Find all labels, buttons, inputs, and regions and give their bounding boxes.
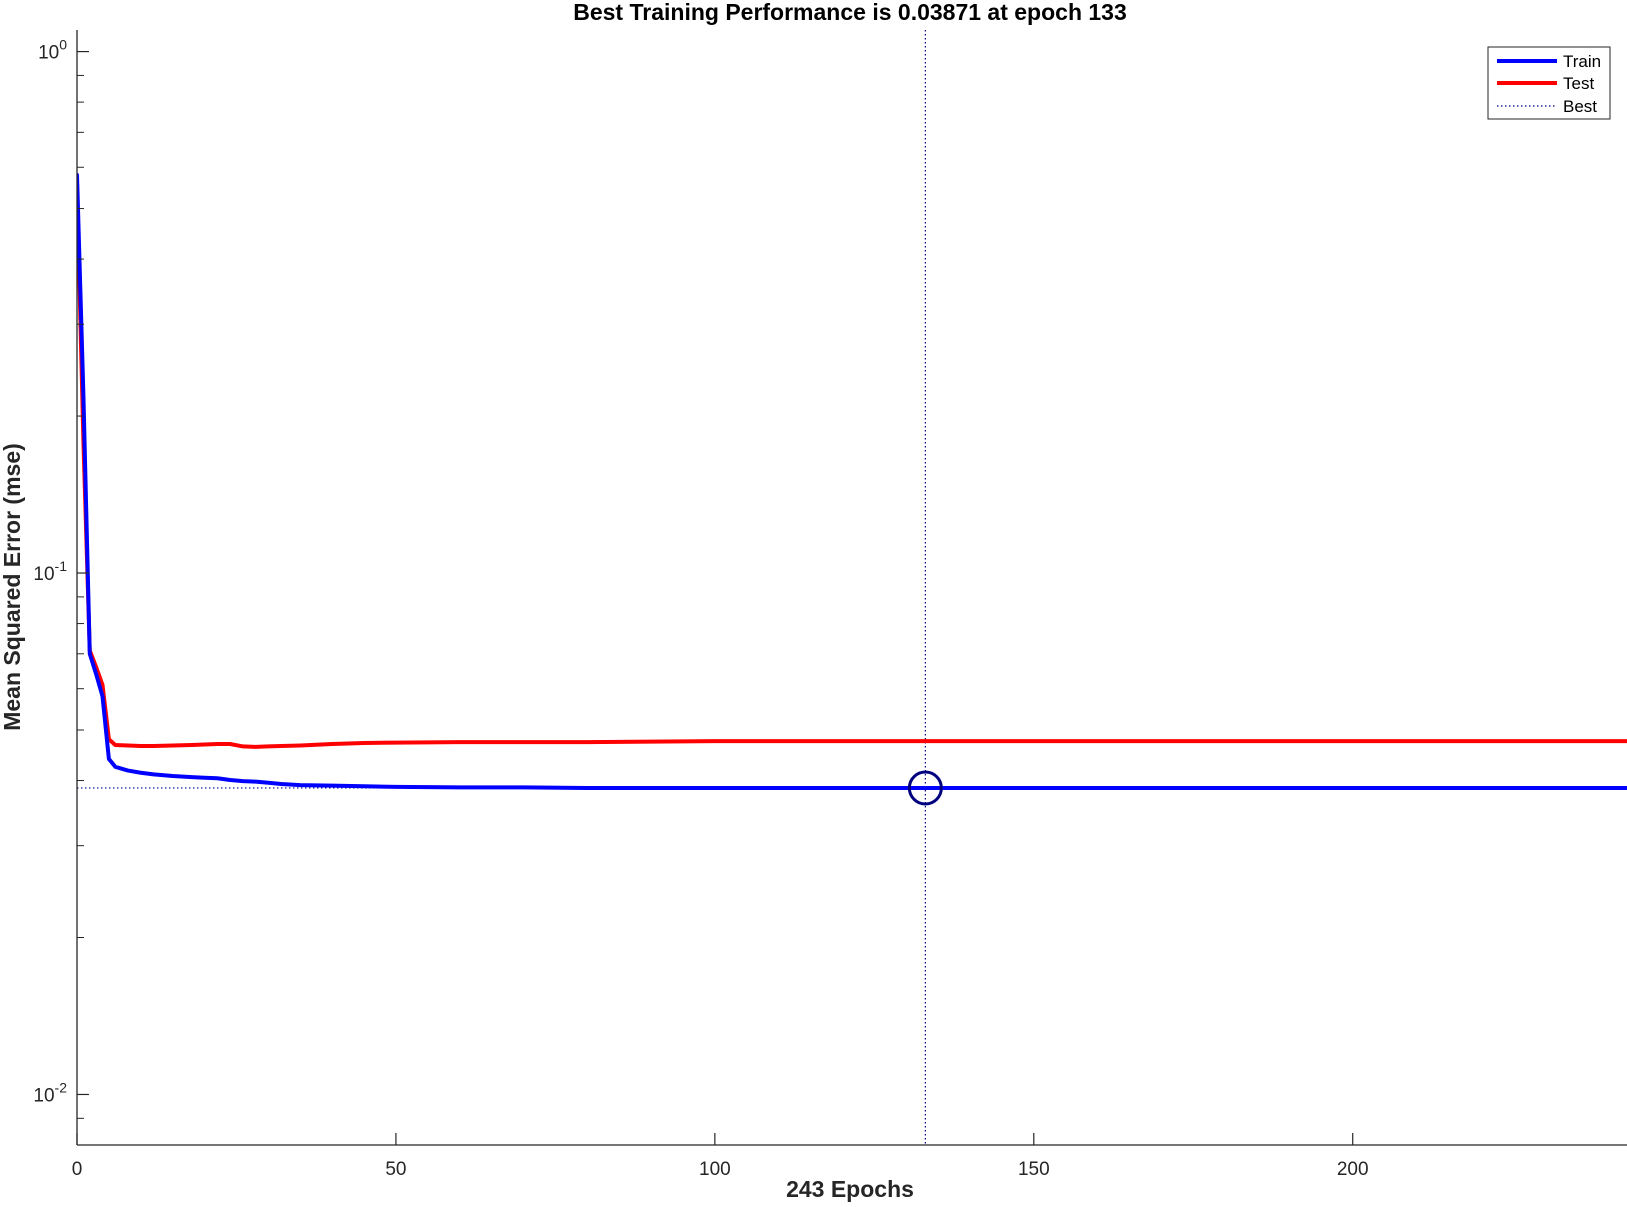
x-axis-title: 243 Epochs (786, 1176, 914, 1202)
x-ticks: 0 50 100 150 200 (72, 1133, 1369, 1180)
y-axis-title: Mean Squared Error (mse) (0, 443, 25, 731)
legend-label-best: Best (1563, 97, 1597, 116)
series-layer (77, 172, 1627, 791)
x-tick-label: 150 (1018, 1159, 1050, 1180)
x-tick-label: 0 (72, 1159, 83, 1180)
best-point-marker (907, 770, 943, 806)
x-tick-label: 50 (385, 1159, 406, 1180)
legend-label-train: Train (1563, 52, 1601, 71)
best-marker-lines (77, 30, 1627, 1145)
axes (76, 30, 1627, 1146)
x-tick-label: 100 (699, 1159, 731, 1180)
series-line-test (77, 180, 1627, 749)
y-tick-label: 10-1 (33, 558, 67, 585)
legend: Train Test Best (1487, 46, 1611, 120)
legend-label-test: Test (1563, 74, 1594, 93)
y-tick-label: 100 (38, 37, 67, 64)
best-point-layer (907, 770, 943, 806)
y-ticks: 100 10-1 10-2 (33, 37, 89, 1146)
x-tick-label: 200 (1337, 1159, 1369, 1180)
chart-title: Best Training Performance is 0.03871 at … (573, 0, 1127, 25)
series-line-train (77, 172, 1627, 791)
y-tick-label: 10-2 (33, 1079, 67, 1106)
